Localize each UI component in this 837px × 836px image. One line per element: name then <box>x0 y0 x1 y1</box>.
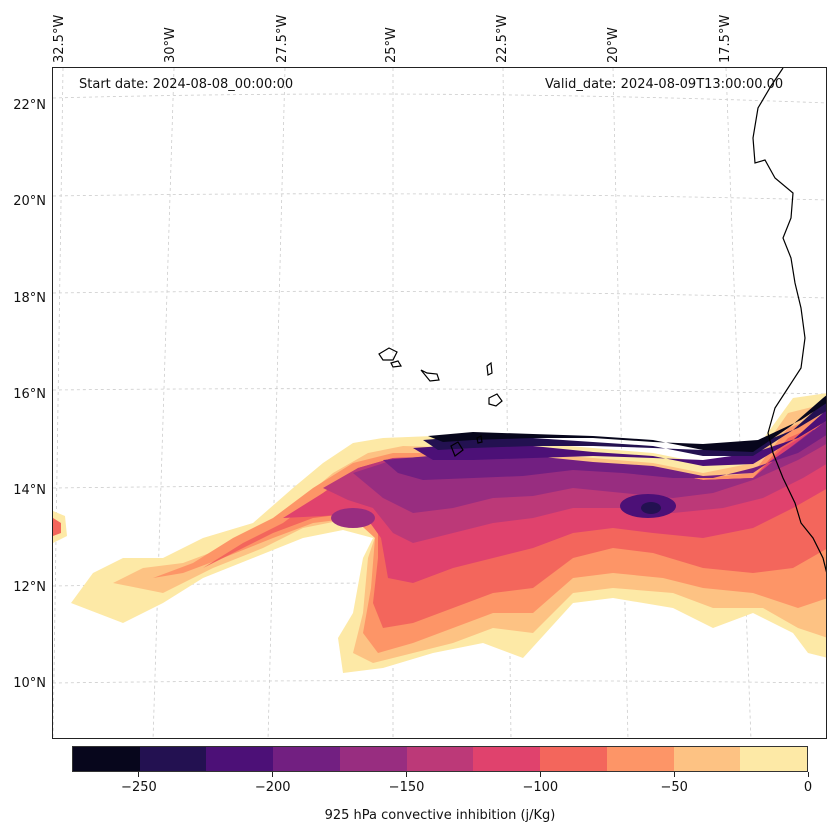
cin-field <box>53 393 826 673</box>
longitude-label: 17.5°W <box>718 14 733 63</box>
colorbar-cell <box>339 747 407 771</box>
longitude-label: 25°W <box>384 27 399 63</box>
colorbar-cell <box>606 747 674 771</box>
colorbar-tick <box>673 772 675 777</box>
cin-map-canvas <box>53 68 826 738</box>
colorbar-title: 925 hPa convective inhibition (j/Kg) <box>324 808 556 823</box>
map-panel <box>52 67 827 739</box>
colorbar-cell <box>206 747 274 771</box>
latitude-label: 18°N <box>13 291 46 306</box>
longitude-label: 22.5°W <box>495 14 510 63</box>
colorbar-cell <box>73 747 140 771</box>
colorbar <box>72 746 808 772</box>
cin-band-deep3 <box>423 400 826 456</box>
cin-band-deep1 <box>383 421 826 480</box>
colorbar-tick-label: −250 <box>121 780 157 795</box>
latitude-label: 20°N <box>13 194 46 209</box>
colorbar-tick <box>138 772 140 777</box>
latitude-label: 10°N <box>13 676 46 691</box>
colorbar-tick-label: 0 <box>803 780 813 795</box>
cin-patch-mid <box>331 508 375 528</box>
cin-band-deep2 <box>413 410 826 466</box>
colorbar-cell <box>740 747 808 771</box>
colorbar-tick <box>807 772 809 777</box>
valid-date-label: Valid_date: 2024-08-09T13:00:00.00 <box>545 77 784 92</box>
longitude-label: 20°W <box>606 27 621 63</box>
latitude-label: 16°N <box>13 387 46 402</box>
latitude-label: 14°N <box>13 483 46 498</box>
colorbar-cell <box>273 747 340 771</box>
start-date-label: Start date: 2024-08-08_00:00:00 <box>79 77 294 92</box>
colorbar-tick-label: −100 <box>522 780 559 795</box>
colorbar-cell <box>406 747 474 771</box>
longitude-label: 30°W <box>163 27 178 63</box>
longitude-label: 27.5°W <box>275 14 290 63</box>
cin-low-core <box>641 502 661 514</box>
colorbar-tick <box>539 772 541 777</box>
coastlines <box>378 68 826 573</box>
cin-band-darkest <box>428 395 826 452</box>
colorbar-cell <box>673 747 741 771</box>
latitude-label: 22°N <box>13 98 46 113</box>
colorbar-cell <box>540 747 607 771</box>
colorbar-cell <box>473 747 541 771</box>
colorbar-tick <box>272 772 274 777</box>
colorbar-cell <box>139 747 207 771</box>
colorbar-tick <box>406 772 408 777</box>
colorbar-tick-label: −50 <box>660 780 688 795</box>
colorbar-tick-label: −150 <box>388 780 425 795</box>
latitude-label: 12°N <box>13 580 46 595</box>
colorbar-tick-label: −200 <box>254 780 291 795</box>
longitude-label: 32.5°W <box>52 14 67 63</box>
cin-patch-west-core <box>53 518 61 536</box>
